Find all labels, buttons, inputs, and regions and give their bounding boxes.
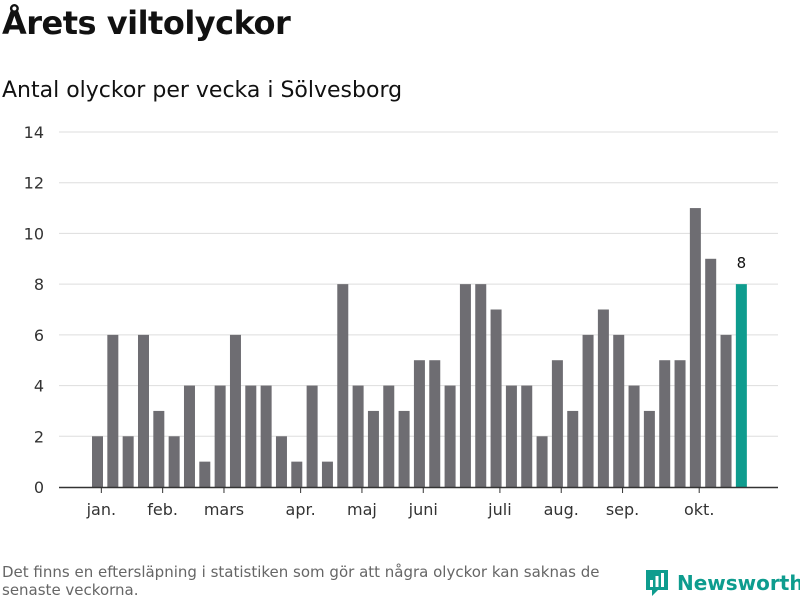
y-tick-label: 10 (24, 224, 44, 243)
x-tick-label: feb. (147, 500, 178, 519)
bar-highlight (735, 284, 747, 487)
y-tick-label: 14 (24, 123, 44, 142)
bar (643, 410, 655, 487)
bar-chart: 0 2 4 6 8 10 12 14 jan. feb. mars apr. maj juni juli a… (24, 123, 778, 519)
bars (92, 208, 747, 488)
bar (628, 385, 640, 487)
bar (720, 334, 732, 487)
bar (567, 410, 579, 487)
bar (597, 309, 609, 487)
bar (352, 385, 364, 487)
bar (214, 385, 226, 487)
bar (659, 360, 671, 487)
x-tick-label: apr. (286, 500, 316, 519)
bar (183, 385, 195, 487)
highlight-data-label: 8 (737, 254, 747, 272)
bar (398, 410, 410, 487)
data-labels: 8 (737, 254, 747, 272)
bar (107, 334, 119, 487)
bar (383, 385, 395, 487)
bar (429, 360, 441, 487)
bar (582, 334, 594, 487)
bar (337, 284, 349, 487)
x-axis-tick-labels: jan. feb. mars apr. maj juni juli aug. sep. okt. (86, 500, 715, 519)
x-tick-label: juli (487, 500, 511, 519)
bar (505, 385, 517, 487)
bar (674, 360, 686, 487)
y-tick-label: 0 (34, 478, 44, 497)
x-tick-label: jan. (86, 500, 116, 519)
y-tick-label: 12 (24, 174, 44, 193)
x-tick-label: mars (204, 500, 244, 519)
bar (122, 436, 134, 487)
bar (153, 410, 165, 487)
bar (245, 385, 257, 487)
bar (551, 360, 563, 487)
bar (413, 360, 425, 487)
bar (199, 461, 211, 487)
bar (306, 385, 318, 487)
y-tick-label: 2 (34, 427, 44, 446)
bar (613, 334, 625, 487)
brand-logo[interactable]: Newsworthy (644, 568, 800, 598)
brand-name: Newsworthy (677, 571, 800, 595)
y-tick-label: 8 (34, 275, 44, 294)
bar (689, 208, 701, 488)
x-tick-label: juni (408, 500, 438, 519)
x-tick-label: maj (347, 500, 377, 519)
bar (92, 436, 103, 487)
bar (521, 385, 533, 487)
bar (260, 385, 272, 487)
bar (536, 436, 548, 487)
y-tick-label: 6 (34, 326, 44, 345)
bar (705, 258, 717, 487)
newsworthy-logo-icon (646, 570, 668, 596)
bar (275, 436, 287, 487)
bar (229, 334, 241, 487)
bar (459, 284, 471, 487)
x-axis (59, 486, 778, 493)
x-tick-label: sep. (606, 500, 639, 519)
bar (168, 436, 180, 487)
chart-title: Årets viltolyckor (2, 4, 291, 42)
y-tick-label: 4 (34, 377, 44, 396)
y-axis-tick-labels: 0 2 4 6 8 10 12 14 (24, 123, 44, 497)
chart-subtitle: Antal olyckor per vecka i Sölvesborg (2, 78, 403, 103)
bar (367, 410, 379, 487)
footnote: Det finns en eftersläpning i statistiken… (2, 563, 600, 599)
bar (137, 334, 149, 487)
bar (321, 461, 333, 487)
x-tick-label: aug. (544, 500, 579, 519)
x-tick-label: okt. (684, 500, 714, 519)
bar (444, 385, 456, 487)
bar (291, 461, 303, 487)
bar (490, 309, 502, 487)
bar (475, 284, 487, 487)
